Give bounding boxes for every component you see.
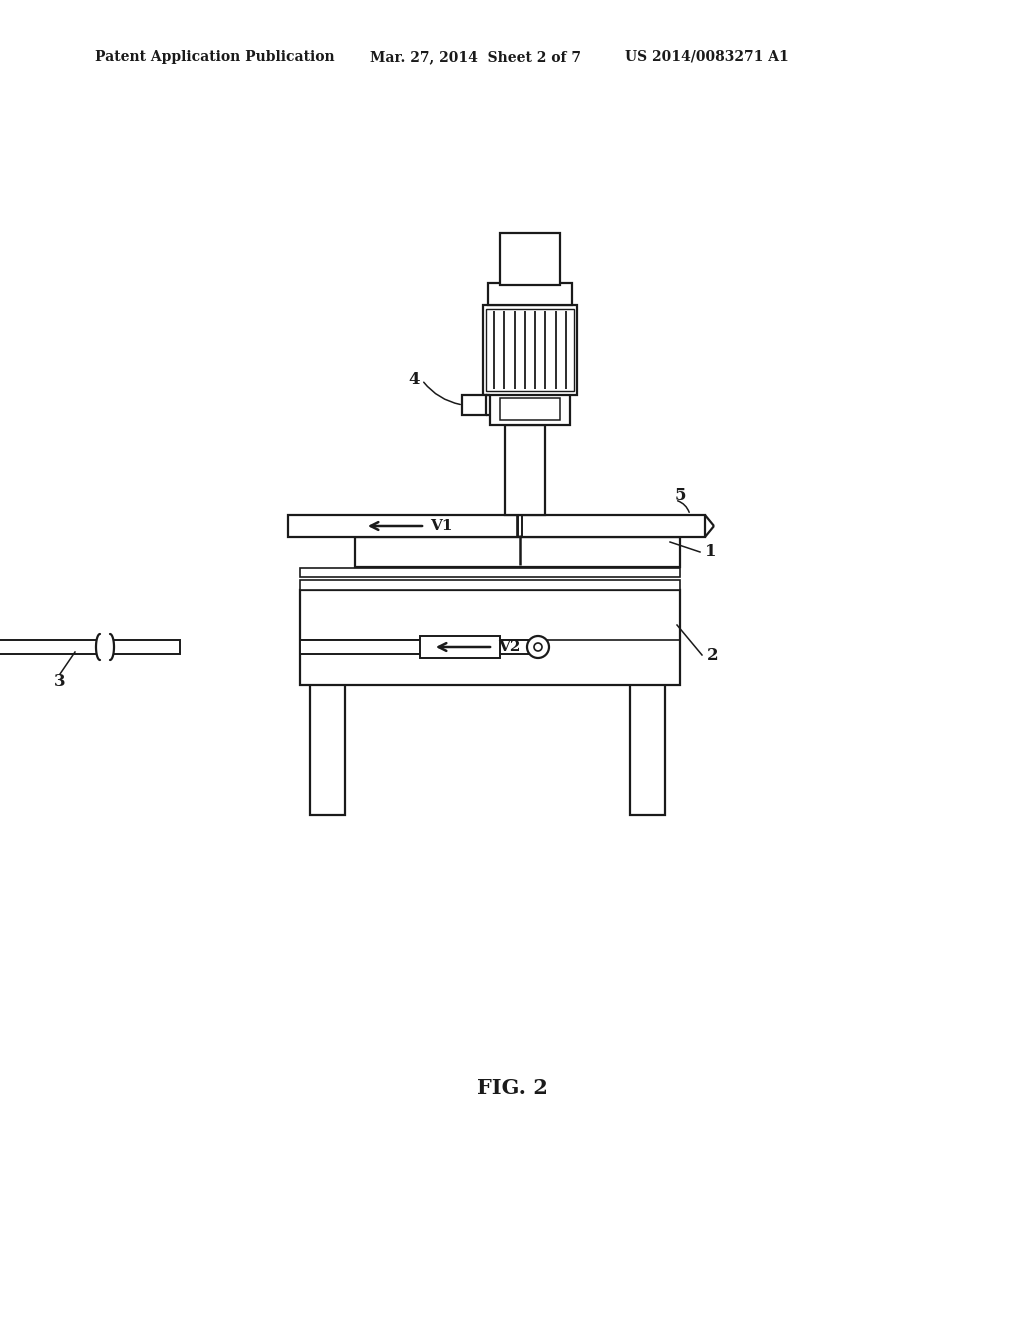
- Circle shape: [534, 643, 542, 651]
- Bar: [355, 537, 680, 568]
- Bar: [300, 640, 535, 653]
- Bar: [97, 634, 113, 661]
- Bar: [300, 579, 680, 590]
- Text: V1: V1: [430, 519, 453, 533]
- Bar: [300, 568, 680, 577]
- Bar: [0, 640, 180, 653]
- Circle shape: [527, 636, 549, 657]
- Text: Mar. 27, 2014  Sheet 2 of 7: Mar. 27, 2014 Sheet 2 of 7: [370, 50, 581, 63]
- Bar: [500, 399, 560, 420]
- Text: V2: V2: [498, 640, 520, 653]
- Bar: [420, 636, 500, 657]
- Text: 5: 5: [675, 487, 686, 503]
- Bar: [483, 305, 577, 395]
- Text: FIG. 2: FIG. 2: [476, 1078, 548, 1098]
- Bar: [462, 395, 486, 414]
- Text: US 2014/0083271 A1: US 2014/0083271 A1: [625, 50, 788, 63]
- Bar: [505, 425, 545, 515]
- Bar: [500, 234, 560, 285]
- Bar: [486, 309, 574, 391]
- Text: 2: 2: [707, 647, 719, 664]
- Bar: [288, 515, 705, 537]
- Bar: [310, 675, 345, 814]
- Bar: [300, 590, 680, 685]
- Text: 3: 3: [54, 673, 66, 690]
- Bar: [490, 393, 570, 425]
- Text: 4: 4: [409, 371, 420, 388]
- Text: 1: 1: [705, 544, 717, 561]
- Bar: [630, 675, 665, 814]
- Bar: [488, 282, 572, 305]
- Text: Patent Application Publication: Patent Application Publication: [95, 50, 335, 63]
